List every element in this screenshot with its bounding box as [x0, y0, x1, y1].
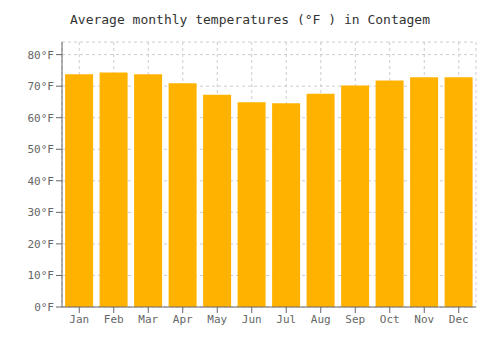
svg-text:20°F: 20°F [28, 238, 55, 251]
html-text:Average monthly temperatures (: Average monthly temperatures (°F ) in Co… [70, 12, 430, 27]
svg-text:May: May [207, 313, 227, 326]
svg-text:Jul: Jul [276, 313, 296, 326]
svg-text:40°F: 40°F [28, 175, 55, 188]
svg-text:Apr: Apr [173, 313, 193, 326]
svg-text:Jan: Jan [69, 313, 89, 326]
svg-text:Mar: Mar [138, 313, 158, 326]
svg-text:Aug: Aug [311, 313, 331, 326]
svg-text:60°F: 60°F [28, 112, 55, 125]
svg-text:Oct: Oct [380, 313, 400, 326]
svg-text:Sep: Sep [345, 313, 365, 326]
svg-text:Nov: Nov [414, 313, 434, 326]
svg-text:70°F: 70°F [28, 80, 55, 93]
svg-text:0°F: 0°F [34, 301, 54, 314]
svg-text:Jun: Jun [242, 313, 262, 326]
svg-text:80°F: 80°F [28, 49, 55, 62]
svg-text:30°F: 30°F [28, 206, 55, 219]
svg-text:Dec: Dec [449, 313, 469, 326]
svg-text:50°F: 50°F [28, 143, 55, 156]
svg-text:Feb: Feb [104, 313, 124, 326]
svg-text:10°F: 10°F [28, 269, 55, 282]
